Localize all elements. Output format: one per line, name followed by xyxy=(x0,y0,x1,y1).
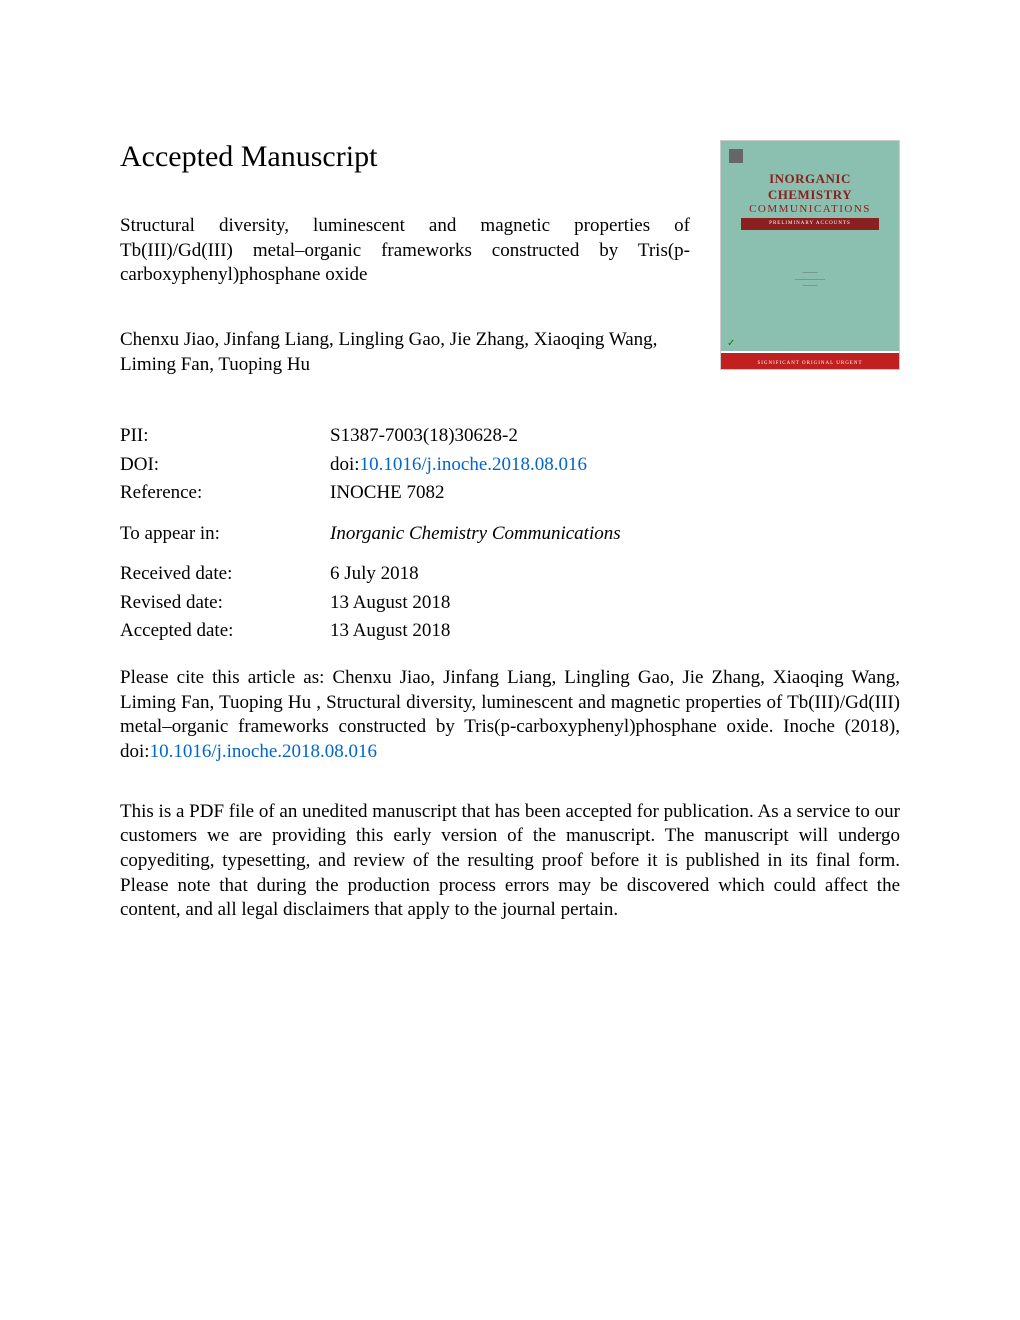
meta-value: 13 August 2018 xyxy=(330,589,900,618)
cover-bottom-text: SIGNIFICANT ORIGINAL URGENT xyxy=(721,361,899,366)
cover-title-line1: INORGANIC xyxy=(731,171,889,187)
article-title: Structural diversity, luminescent and ma… xyxy=(120,214,690,288)
meta-row-reference: Reference: INOCHE 7082 xyxy=(120,479,900,508)
page-title: Accepted Manuscript xyxy=(120,140,690,174)
meta-row-appear: To appear in: Inorganic Chemistry Commun… xyxy=(120,520,900,549)
citation-doi-link[interactable]: 10.1016/j.inoche.2018.08.016 xyxy=(150,741,377,762)
publisher-logo-icon xyxy=(729,149,743,163)
meta-label: To appear in: xyxy=(120,520,330,549)
citation-text: Please cite this article as: Chenxu Jiao… xyxy=(120,666,900,765)
cover-title-line3: COMMUNICATIONS xyxy=(731,203,889,215)
meta-label: Accepted date: xyxy=(120,617,330,646)
meta-row-doi: DOI: doi:10.1016/j.inoche.2018.08.016 xyxy=(120,451,900,480)
meta-label: Reference: xyxy=(120,479,330,508)
left-content: Accepted Manuscript Structural diversity… xyxy=(120,140,720,407)
checkmark-icon: ✓ xyxy=(727,338,735,349)
doi-link[interactable]: 10.1016/j.inoche.2018.08.016 xyxy=(360,454,587,475)
journal-cover-thumbnail: INORGANIC CHEMISTRY COMMUNICATIONS PRELI… xyxy=(720,140,900,370)
metadata-table: PII: S1387-7003(18)30628-2 DOI: doi:10.1… xyxy=(120,422,900,646)
header-row: Accepted Manuscript Structural diversity… xyxy=(120,140,900,407)
meta-row-received: Received date: 6 July 2018 xyxy=(120,560,900,589)
meta-label: PII: xyxy=(120,422,330,451)
meta-row-revised: Revised date: 13 August 2018 xyxy=(120,589,900,618)
meta-value: S1387-7003(18)30628-2 xyxy=(330,422,900,451)
cover-subtitle-bar: PRELIMINARY ACCOUNTS xyxy=(741,218,879,230)
cover-title-box: INORGANIC CHEMISTRY COMMUNICATIONS PRELI… xyxy=(731,171,889,230)
meta-label: DOI: xyxy=(120,451,330,480)
meta-row-pii: PII: S1387-7003(18)30628-2 xyxy=(120,422,900,451)
meta-value: INOCHE 7082 xyxy=(330,479,900,508)
cover-bottom-bar: SIGNIFICANT ORIGINAL URGENT xyxy=(721,351,899,369)
authors-list: Chenxu Jiao, Jinfang Liang, Lingling Gao… xyxy=(120,328,690,377)
meta-value: doi:10.1016/j.inoche.2018.08.016 xyxy=(330,451,900,480)
doi-prefix: doi: xyxy=(330,454,360,475)
cover-title-line2: CHEMISTRY xyxy=(731,187,889,203)
meta-value: 6 July 2018 xyxy=(330,560,900,589)
disclaimer-text: This is a PDF file of an unedited manusc… xyxy=(120,800,900,923)
meta-label: Revised date: xyxy=(120,589,330,618)
meta-value: Inorganic Chemistry Communications xyxy=(330,520,900,549)
meta-value: 13 August 2018 xyxy=(330,617,900,646)
meta-label: Received date: xyxy=(120,560,330,589)
meta-row-accepted: Accepted date: 13 August 2018 xyxy=(120,617,900,646)
cover-editor-text: ———————————— xyxy=(731,271,889,291)
